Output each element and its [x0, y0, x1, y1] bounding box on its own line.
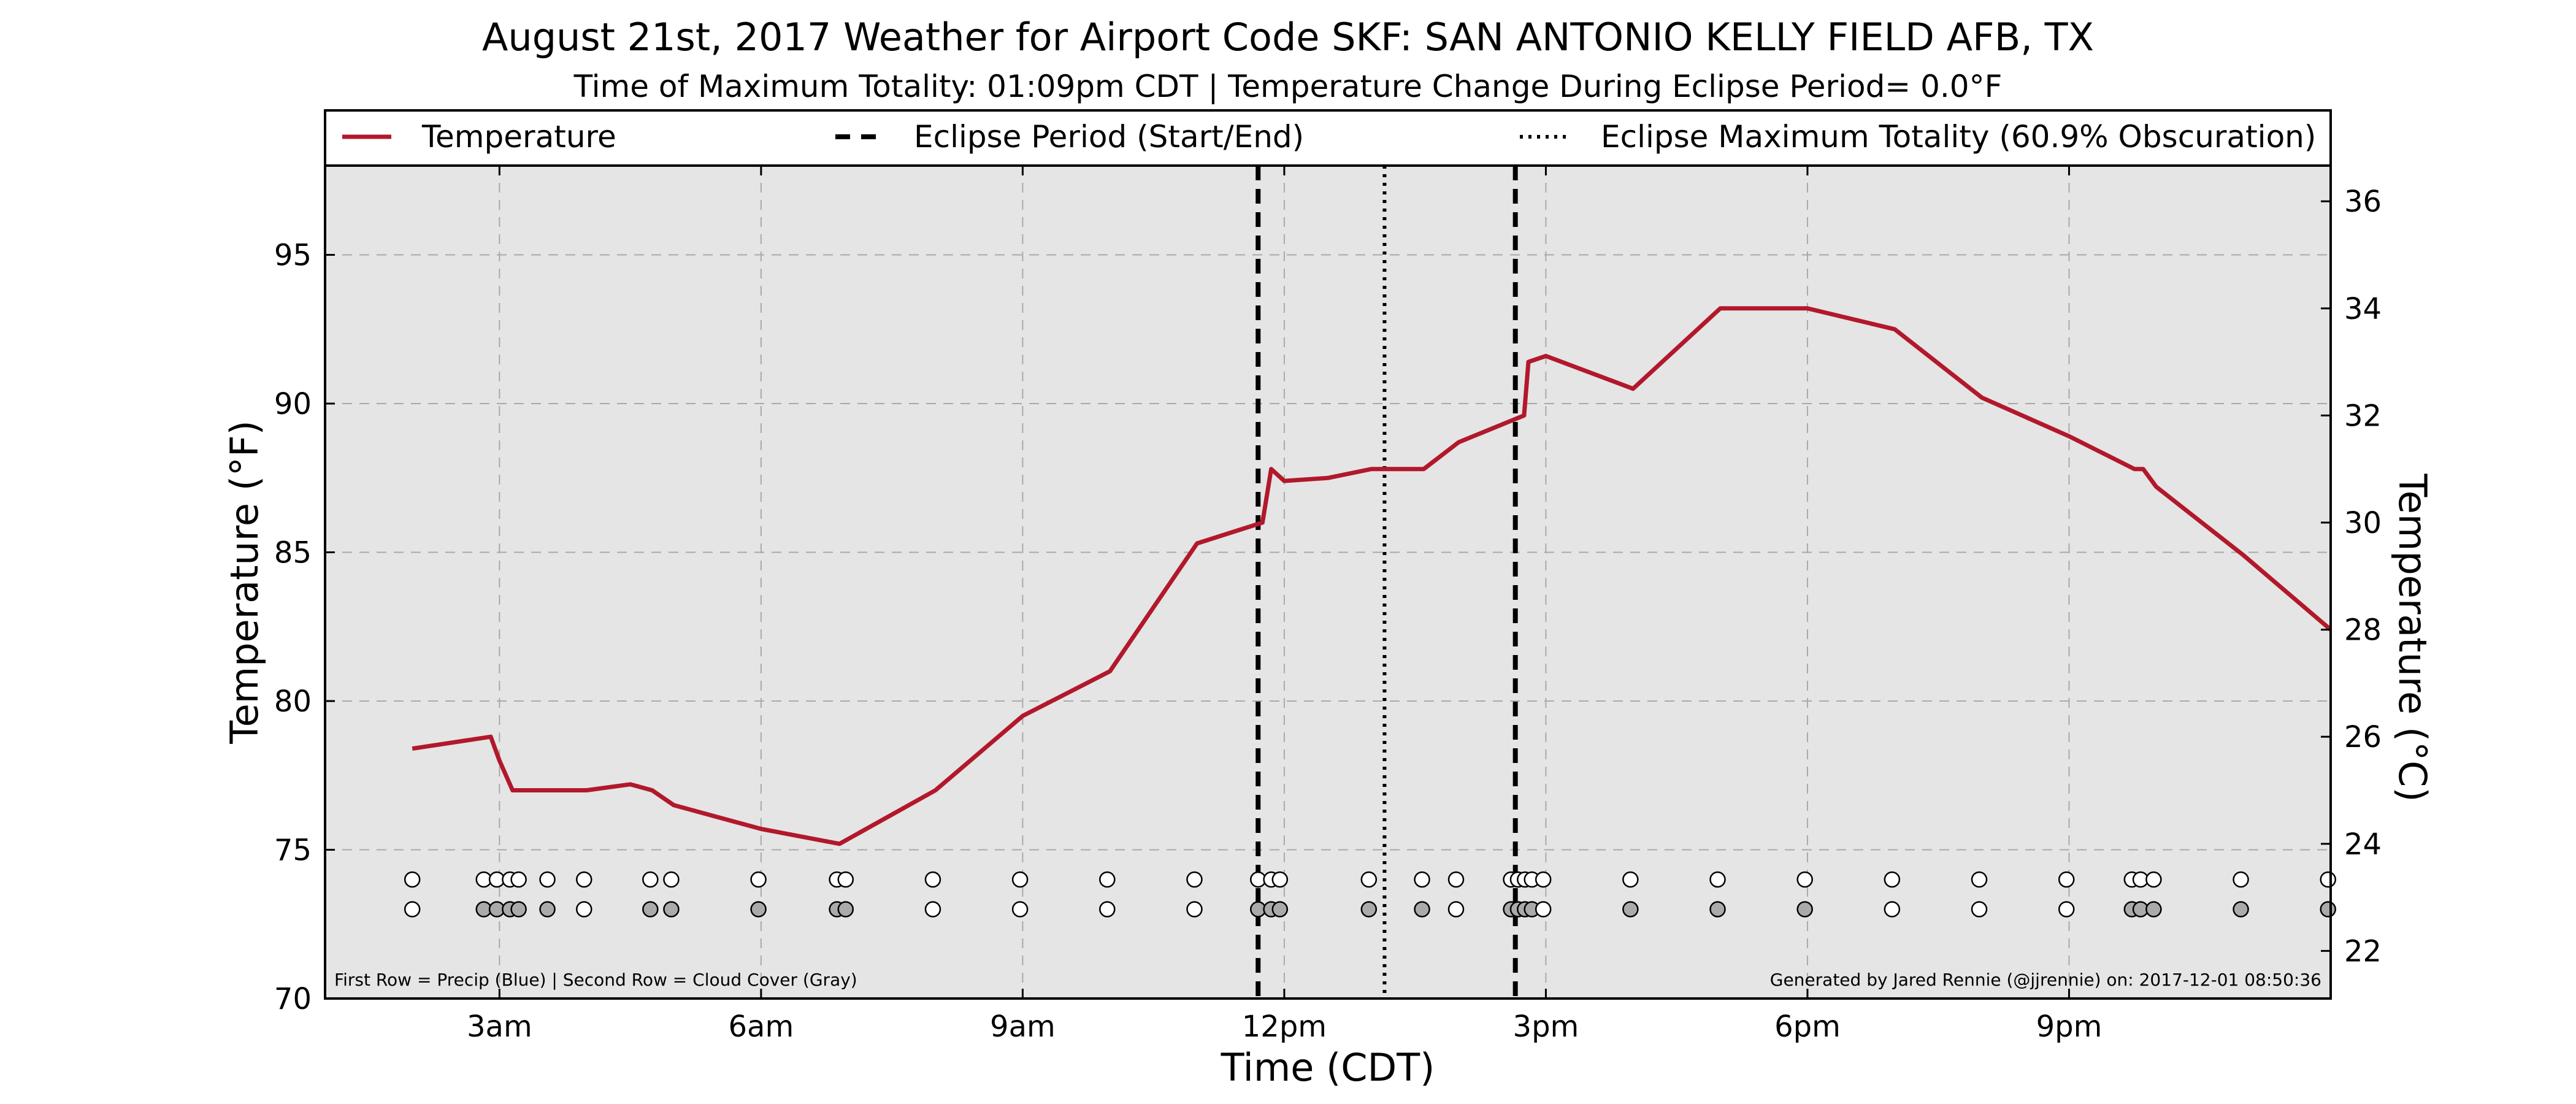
cloud-cover-marker: [1011, 901, 1029, 918]
precip-marker: [510, 871, 527, 888]
y-tick-label-right: 24: [2344, 827, 2382, 862]
y-tick-label-right: 28: [2344, 613, 2382, 648]
y-tick-label: 70: [274, 982, 312, 1016]
cloud-cover-marker: [663, 901, 680, 918]
precip-marker: [2320, 871, 2336, 888]
cloud-cover-marker: [924, 901, 941, 918]
cloud-cover-marker: [1622, 901, 1639, 918]
cloud-cover-marker: [2145, 901, 2162, 918]
cloud-cover-marker: [510, 901, 527, 918]
precip-marker: [1414, 871, 1430, 888]
precip-marker: [1099, 871, 1116, 888]
x-tick-label: 3pm: [1513, 1010, 1579, 1044]
cloud-cover-marker: [1884, 901, 1901, 918]
chart-subtitle: Time of Maximum Totality: 01:09pm CDT | …: [573, 69, 2003, 104]
y-axis-label-left: Temperature (°F): [222, 420, 267, 744]
cloud-cover-marker: [1709, 901, 1726, 918]
y-axis-ticks-right: 22 24 26 28 30 32 34 36: [2321, 185, 2382, 968]
eclipse-lines: [1255, 166, 1518, 999]
cloud-cover-marker: [539, 901, 556, 918]
y-tick-label-right: 26: [2344, 720, 2382, 754]
footnote-right: Generated by Jared Rennie (@jjrennie) on…: [1770, 970, 2321, 990]
x-axis-label: Time (CDT): [1221, 1045, 1435, 1090]
cloud-cover-marker: [2058, 901, 2075, 918]
legend-box: [324, 109, 2332, 167]
y-tick-label-right: 36: [2344, 185, 2382, 219]
precip-marker: [2058, 871, 2075, 888]
precip-marker: [2233, 871, 2249, 888]
cloud-cover-marker: [1447, 901, 1465, 918]
y-tick-label-right: 22: [2344, 934, 2382, 968]
legend-eclipse-max-label: Eclipse Maximum Totality (60.9% Obscurat…: [1601, 119, 2316, 155]
chart-title: August 21st, 2017 Weather for Airport Co…: [482, 15, 2094, 59]
precip-marker: [837, 871, 854, 888]
y-tick-label: 80: [274, 684, 312, 719]
precip-marker: [1360, 871, 1378, 888]
x-tick-label: 6pm: [1774, 1010, 1841, 1044]
cloud-cover-marker: [1971, 901, 1988, 918]
precip-marker: [1447, 871, 1465, 888]
plot-area: [325, 166, 2331, 999]
x-tick-label: 9pm: [2036, 1010, 2103, 1044]
cloud-cover-marker: [1796, 901, 1813, 918]
precip-marker: [539, 871, 556, 888]
x-tick-label: 3am: [467, 1010, 532, 1044]
precip-marker: [1709, 871, 1726, 888]
precip-marker: [750, 871, 767, 888]
cloud-cover-marker: [2320, 901, 2336, 918]
precip-marker: [1186, 871, 1203, 888]
cloud-cover-marker: [1099, 901, 1116, 918]
y-tick-label: 95: [274, 239, 312, 273]
legend-eclipse-period-label: Eclipse Period (Start/End): [914, 119, 1304, 155]
y-tick-label-right: 34: [2344, 292, 2382, 326]
legend-temperature-label: Temperature: [421, 119, 616, 155]
precip-marker: [663, 871, 680, 888]
temperature-series-line: [412, 306, 2333, 846]
precip-marker: [1884, 871, 1901, 888]
precip-marker: [1622, 871, 1639, 888]
cloud-cover-marker: [837, 901, 854, 918]
legend: Temperature Eclipse Period (Start/End) E…: [324, 109, 2332, 167]
cloud-cover-marker: [576, 901, 592, 918]
x-tick-label: 6am: [729, 1010, 794, 1044]
y-tick-label-right: 30: [2344, 506, 2382, 540]
y-tick-label: 90: [274, 387, 312, 421]
precip-marker: [1271, 871, 1289, 888]
x-tick-label: 12pm: [1242, 1010, 1327, 1044]
footnote-left: First Row = Precip (Blue) | Second Row =…: [334, 970, 857, 990]
x-tick-label: 9am: [990, 1010, 1056, 1044]
cloud-cover-marker: [1535, 901, 1552, 918]
cloud-cover-marker: [1186, 901, 1203, 918]
y-axis-ticks-left: 70 75 80 85 90 95: [274, 239, 335, 1016]
precip-marker: [924, 871, 941, 888]
precip-marker: [404, 871, 421, 888]
precip-marker: [1011, 871, 1029, 888]
cloud-cover-marker: [2233, 901, 2249, 918]
cloud-cover-marker: [750, 901, 767, 918]
cloud-cover-marker: [404, 901, 421, 918]
precip-marker: [1535, 871, 1552, 888]
precip-marker: [1971, 871, 1988, 888]
precip-marker: [1796, 871, 1813, 888]
cloud-cover-marker: [1360, 901, 1378, 918]
precip-marker: [2145, 871, 2162, 888]
precip-marker: [642, 871, 659, 888]
cloud-cover-marker: [642, 901, 659, 918]
y-axis-label-right: Temperature (°C): [2390, 473, 2435, 802]
x-axis-ticks: 3am 6am 9am 12pm 3pm 6pm 9pm: [467, 166, 2102, 1044]
cloud-cover-marker: [1271, 901, 1289, 918]
y-tick-label: 85: [274, 536, 312, 570]
precip-marker: [576, 871, 592, 888]
observation-markers: [404, 871, 2336, 918]
cloud-cover-marker: [1414, 901, 1430, 918]
y-tick-label: 75: [274, 834, 312, 868]
y-tick-label-right: 32: [2344, 399, 2382, 433]
